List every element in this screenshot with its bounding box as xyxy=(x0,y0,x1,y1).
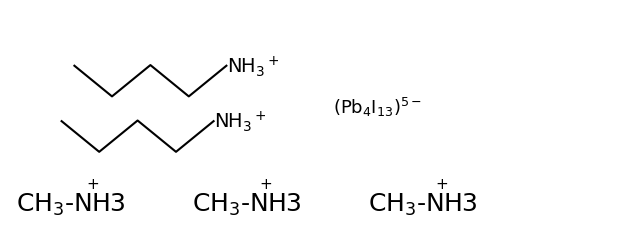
Text: NH$_3$$^+$: NH$_3$$^+$ xyxy=(227,54,280,79)
Text: CH$_3$-NH3: CH$_3$-NH3 xyxy=(192,192,302,218)
Text: +: + xyxy=(86,177,99,192)
Text: +: + xyxy=(435,177,448,192)
Text: NH$_3$$^+$: NH$_3$$^+$ xyxy=(214,109,267,134)
Text: (Pb$_4$I$_{13}$)$^{5-}$: (Pb$_4$I$_{13}$)$^{5-}$ xyxy=(333,96,422,119)
Text: +: + xyxy=(259,177,272,192)
Text: CH$_3$-NH3: CH$_3$-NH3 xyxy=(16,192,126,218)
Text: CH$_3$-NH3: CH$_3$-NH3 xyxy=(368,192,478,218)
